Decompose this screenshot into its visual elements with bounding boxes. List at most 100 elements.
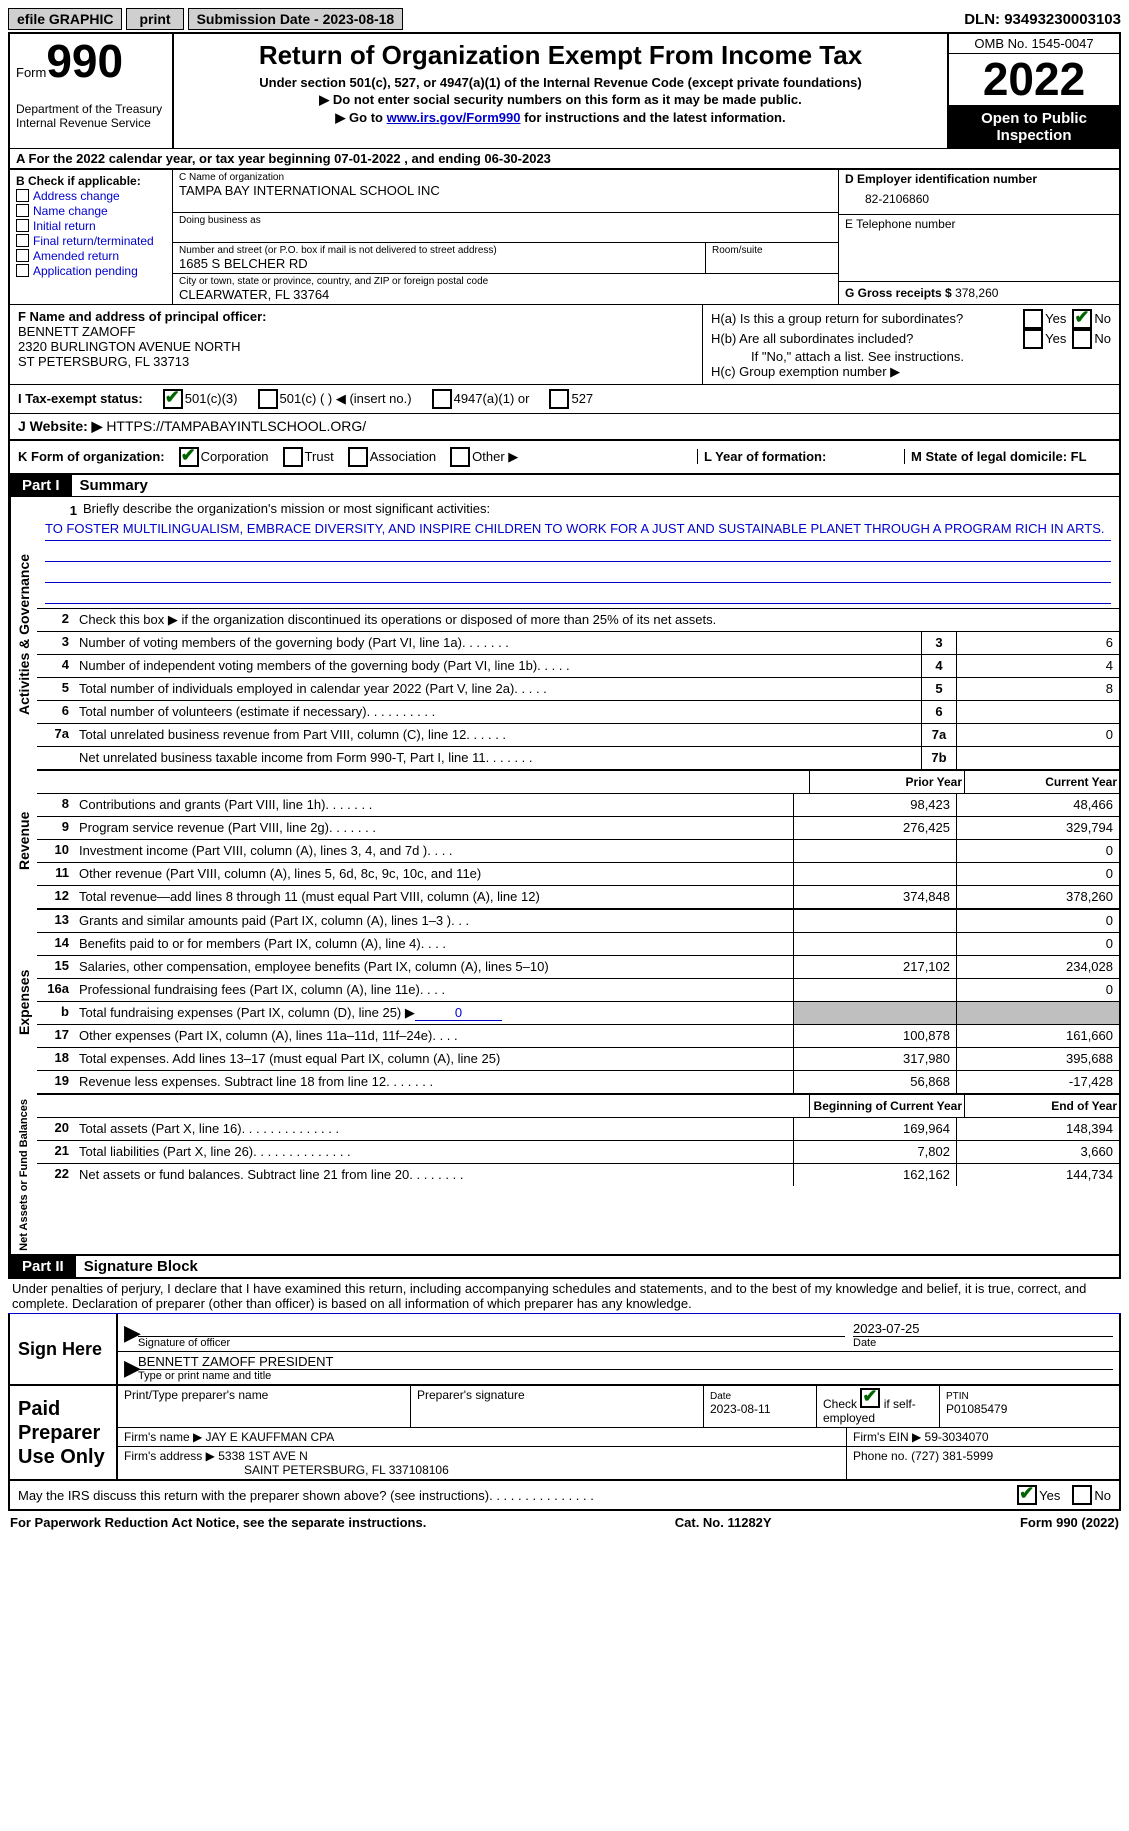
tel-label: E Telephone number <box>845 217 1113 231</box>
sig-date: 2023-07-25 <box>853 1321 1113 1336</box>
discuss-yes[interactable]: Yes <box>1017 1485 1060 1505</box>
c20: 148,394 <box>956 1118 1119 1140</box>
paid-preparer-section: Paid Preparer Use Only Print/Type prepar… <box>8 1386 1121 1481</box>
cat-no: Cat. No. 11282Y <box>675 1515 772 1530</box>
curr-year-hdr: Current Year <box>964 771 1119 793</box>
row-j-website: J Website: ▶ HTTPS://TAMPABAYINTLSCHOOL.… <box>8 414 1121 441</box>
c17: 161,660 <box>956 1025 1119 1047</box>
form-title: Return of Organization Exempt From Incom… <box>182 40 939 71</box>
beg-year-hdr: Beginning of Current Year <box>809 1095 964 1117</box>
dln: DLN: 93493230003103 <box>964 11 1121 28</box>
checkbox-option[interactable]: Final return/terminated <box>16 234 166 248</box>
state-domicile: M State of legal domicile: FL <box>904 449 1111 464</box>
col-b-label: B Check if applicable: <box>16 174 166 188</box>
p22: 162,162 <box>793 1164 956 1186</box>
p16a <box>793 979 956 1001</box>
501c3-check[interactable]: 501(c)(3) <box>163 389 238 409</box>
c11: 0 <box>956 863 1119 885</box>
row-fh: F Name and address of principal officer:… <box>8 305 1121 385</box>
sig-date-label: Date <box>853 1336 1113 1349</box>
org-name: TAMPA BAY INTERNATIONAL SCHOOL INC <box>179 183 832 198</box>
ptin: P01085479 <box>946 1402 1007 1416</box>
c13: 0 <box>956 910 1119 932</box>
other-check[interactable]: Other ▶ <box>450 447 518 467</box>
p9: 276,425 <box>793 817 956 839</box>
assoc-check[interactable]: Association <box>348 447 436 467</box>
officer-addr2: ST PETERSBURG, FL 33713 <box>18 354 694 369</box>
c10: 0 <box>956 840 1119 862</box>
form-ref: Form 990 (2022) <box>1020 1515 1119 1530</box>
form-header: Form990 Department of the Treasury Inter… <box>8 32 1121 148</box>
hb-note: If "No," attach a list. See instructions… <box>711 349 1111 364</box>
checkbox-option[interactable]: Address change <box>16 189 166 203</box>
line6: Total number of volunteers (estimate if … <box>79 704 367 719</box>
summary-governance: Activities & Governance 1Briefly describ… <box>8 497 1121 771</box>
val5: 8 <box>956 678 1119 700</box>
527-check[interactable]: 527 <box>549 389 593 409</box>
line21: Total liabilities (Part X, line 26) <box>79 1144 253 1159</box>
checkbox-option[interactable]: Application pending <box>16 264 166 278</box>
self-employed-check[interactable] <box>860 1388 880 1408</box>
hc-label: H(c) Group exemption number ▶ <box>711 364 1111 380</box>
line9: Program service revenue (Part VIII, line… <box>79 820 329 835</box>
part1-header: Part I <box>10 475 72 496</box>
c21: 3,660 <box>956 1141 1119 1163</box>
dept-treasury: Department of the Treasury <box>16 102 166 116</box>
irs-label: Internal Revenue Service <box>16 116 166 130</box>
city-state-zip: CLEARWATER, FL 33764 <box>179 287 832 302</box>
year-formation: L Year of formation: <box>697 449 904 464</box>
ha-no[interactable]: No <box>1072 309 1111 329</box>
prior-year-hdr: Prior Year <box>809 771 964 793</box>
c22: 144,734 <box>956 1164 1119 1186</box>
city-label: City or town, state or province, country… <box>179 276 832 287</box>
line12: Total revenue—add lines 8 through 11 (mu… <box>79 889 540 904</box>
row-klm: K Form of organization: Corporation Trus… <box>8 441 1121 475</box>
line11: Other revenue (Part VIII, column (A), li… <box>79 866 481 881</box>
checkbox-option[interactable]: Initial return <box>16 219 166 233</box>
hb-label: H(b) Are all subordinates included? <box>711 331 1017 346</box>
checkbox-option[interactable]: Name change <box>16 204 166 218</box>
paid-preparer-label: Paid Preparer Use Only <box>10 1386 116 1479</box>
line19: Revenue less expenses. Subtract line 18 … <box>79 1074 386 1089</box>
name-label: C Name of organization <box>179 172 832 183</box>
p13 <box>793 910 956 932</box>
officer-name-title: BENNETT ZAMOFF PRESIDENT <box>138 1354 1113 1369</box>
part2-title: Signature Block <box>76 1258 198 1275</box>
line14: Benefits paid to or for members (Part IX… <box>79 936 421 951</box>
ha-yes[interactable]: Yes <box>1023 309 1066 329</box>
summary-revenue: Revenue Prior YearCurrent Year 8Contribu… <box>8 771 1121 910</box>
p10 <box>793 840 956 862</box>
open-to-public: Open to Public Inspection <box>949 106 1119 148</box>
line4: Number of independent voting members of … <box>79 658 537 673</box>
line16a: Professional fundraising fees (Part IX, … <box>79 982 420 997</box>
irs-link[interactable]: www.irs.gov/Form990 <box>387 110 521 125</box>
checkbox-option[interactable]: Amended return <box>16 249 166 263</box>
trust-check[interactable]: Trust <box>283 447 334 467</box>
vert-revenue: Revenue <box>10 771 37 910</box>
line16b-val: 0 <box>415 1005 502 1021</box>
hb-yes[interactable]: Yes <box>1023 329 1066 349</box>
501c-check[interactable]: 501(c) ( ) ◀ (insert no.) <box>258 389 412 409</box>
discuss-no[interactable]: No <box>1072 1485 1111 1505</box>
end-year-hdr: End of Year <box>964 1095 1119 1117</box>
corp-check[interactable]: Corporation <box>179 447 269 467</box>
p12: 374,848 <box>793 886 956 908</box>
mission-text: TO FOSTER MULTILINGUALISM, EMBRACE DIVER… <box>45 520 1111 541</box>
p14 <box>793 933 956 955</box>
efile-button[interactable]: efile GRAPHIC <box>8 8 122 30</box>
hb-no[interactable]: No <box>1072 329 1111 349</box>
summary-netassets: Net Assets or Fund Balances Beginning of… <box>8 1095 1121 1257</box>
officer-name-label: Type or print name and title <box>138 1369 1113 1382</box>
line22: Net assets or fund balances. Subtract li… <box>79 1167 409 1182</box>
gross-label: G Gross receipts $ <box>845 286 952 300</box>
c14: 0 <box>956 933 1119 955</box>
prep-sig-label: Preparer's signature <box>417 1388 697 1402</box>
p21: 7,802 <box>793 1141 956 1163</box>
firm-addr2: SAINT PETERSBURG, FL 337108106 <box>124 1463 840 1477</box>
c15: 234,028 <box>956 956 1119 978</box>
print-button[interactable]: print <box>126 8 183 30</box>
tax-year: 2022 <box>949 54 1119 106</box>
4947-check[interactable]: 4947(a)(1) or <box>432 389 530 409</box>
officer-label: F Name and address of principal officer: <box>18 309 267 324</box>
section-bcd: B Check if applicable: Address changeNam… <box>8 170 1121 305</box>
